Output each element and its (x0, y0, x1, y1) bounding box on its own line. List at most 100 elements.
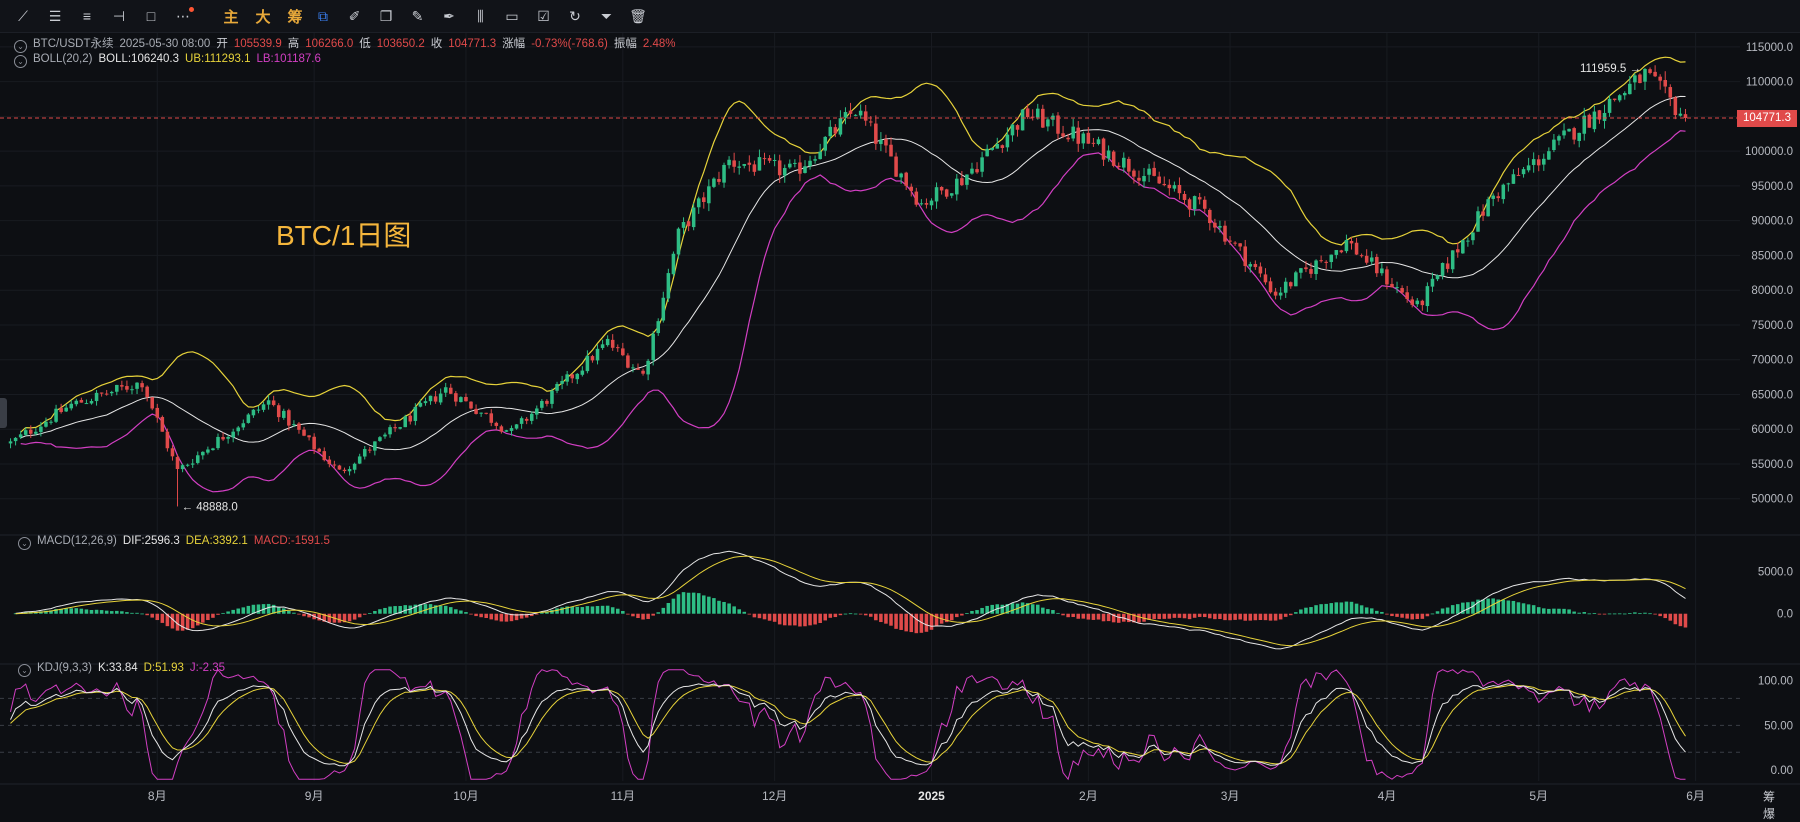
macd-histogram-bar (1440, 608, 1445, 614)
rectangle-icon[interactable]: □ (146, 8, 156, 24)
macd-histogram-bar (1380, 611, 1384, 614)
candle-body (261, 404, 266, 410)
macd-histogram-bar (944, 613, 949, 623)
candle-body (1633, 75, 1637, 83)
indicator-button-2[interactable]: 大 (255, 8, 271, 26)
kdj-j-line (10, 668, 1686, 781)
macd-histogram-bar (459, 610, 463, 614)
macd-histogram-bar (767, 613, 772, 621)
macd-histogram-bar (246, 605, 251, 614)
candle-body (1137, 177, 1141, 181)
trash-icon[interactable]: 🗑 (629, 7, 647, 24)
edit-list-icon[interactable]: ☑ (537, 7, 550, 24)
candle-body (362, 449, 367, 457)
compare-icon[interactable]: ⫼ (477, 7, 484, 24)
left-panel-handle[interactable] (0, 398, 7, 428)
macd-histogram-bar (762, 613, 767, 620)
macd-name[interactable]: MACD(12,26,9) (37, 535, 117, 547)
collapse-toggle-icon[interactable]: ⌄ (18, 664, 31, 677)
candle-body (423, 401, 428, 404)
more-icon[interactable]: ⋯ (172, 6, 194, 26)
candle-body (160, 416, 165, 432)
kdj-legend: ⌄ KDJ(9,3,3) K:33.84 D:51.93 J:-2.35 (18, 662, 231, 677)
macd-histogram-bar (610, 607, 615, 614)
clipboard-icon[interactable]: ▭ (505, 7, 519, 24)
candle-body (1273, 291, 1278, 296)
candle-body (712, 178, 716, 187)
symbol-label: BTC/USDT永续 (33, 38, 114, 50)
macd-dea-line (15, 555, 1686, 647)
ruler-icon[interactable]: ✎ (411, 7, 424, 24)
macd-histogram-bar (342, 613, 347, 623)
macd-histogram-bar (1597, 613, 1602, 615)
collapse-toggle-icon[interactable]: ⌄ (14, 40, 27, 53)
corner-button-2[interactable]: 爆 (1763, 807, 1776, 821)
horizontal-lines-icon[interactable]: ☰ (48, 7, 62, 24)
macd-histogram-bar (1673, 613, 1678, 625)
candle-body (894, 156, 898, 177)
filter-icon[interactable]: ⏷ (600, 7, 613, 24)
macd-histogram-bar (1390, 613, 1394, 617)
trend-line-icon[interactable]: ⟋ (18, 7, 28, 24)
horizontal-ray-icon[interactable]: ⊣ (112, 7, 126, 24)
candle-body (1521, 169, 1526, 175)
boll-name[interactable]: BOLL(20,2) (33, 53, 93, 65)
candle-body (1380, 268, 1384, 274)
kdj-name[interactable]: KDJ(9,3,3) (37, 662, 92, 674)
candle-body (747, 162, 752, 165)
candle-body (59, 408, 63, 413)
amp-value: 2.48% (642, 38, 676, 50)
boll-upper-band (20, 56, 1686, 433)
layers-icon[interactable]: ❐ (379, 7, 393, 24)
corner-button-1[interactable]: 筹 (1763, 790, 1776, 804)
pen-icon[interactable]: ✒ (443, 7, 455, 24)
candle-body (1339, 250, 1344, 253)
magnet-icon[interactable]: ✐ (348, 7, 361, 24)
candle-body (575, 373, 580, 380)
screenshot-icon[interactable]: ⧉ (318, 7, 328, 24)
high-annotation: 111959.5 → (1580, 63, 1641, 75)
candle-body (170, 448, 175, 457)
collapse-toggle-icon[interactable]: ⌄ (14, 55, 27, 68)
candle-body (418, 402, 423, 407)
indicator-button-3[interactable]: 筹 (287, 8, 303, 26)
candle-body (1496, 196, 1501, 199)
macd-histogram-bar (1536, 607, 1541, 614)
time-axis-label: 3月 (1221, 789, 1240, 803)
macd-histogram-bar (74, 608, 79, 614)
candle-body (1294, 272, 1298, 287)
macd-histogram-bar (535, 613, 539, 615)
candle-body (782, 168, 787, 176)
refresh-icon[interactable]: ↻ (569, 7, 581, 24)
macd-histogram-bar (894, 613, 898, 629)
candle-body (580, 370, 585, 375)
chart-canvas: 115000.0110000.0105000.0100000.095000.09… (0, 33, 1800, 803)
indicator-button-1[interactable]: 主 (223, 8, 239, 26)
candle-body (1157, 176, 1161, 184)
macd-histogram-bar (1294, 612, 1298, 614)
macd-histogram-bar (79, 608, 84, 614)
macd-histogram-bar (929, 613, 934, 630)
macd-histogram-bar (307, 613, 311, 618)
macd-histogram-bar (49, 610, 53, 614)
macd-histogram-bar (104, 610, 109, 614)
collapse-toggle-icon[interactable]: ⌄ (18, 537, 31, 550)
candle-body (823, 136, 827, 151)
macd-histogram-bar (211, 613, 215, 618)
macd-histogram-bar (712, 598, 716, 614)
kdj-axis-label: 100.00 (1758, 675, 1793, 687)
macd-histogram-bar (641, 613, 645, 620)
candle-body (459, 397, 463, 403)
low-label: 低 (359, 38, 371, 50)
parallel-channel-icon[interactable]: ≡ (82, 8, 92, 24)
macd-histogram-bar (302, 613, 306, 617)
candle-body (1086, 132, 1091, 144)
candle-body (1253, 263, 1258, 268)
price-axis-label: 70000.0 (1751, 355, 1793, 367)
macd-histogram-bar (1516, 602, 1521, 614)
macd-histogram-bar (600, 605, 605, 614)
macd-histogram-bar (1111, 613, 1116, 623)
macd-histogram-bar (1208, 613, 1212, 619)
bottom-right-buttons: 筹爆 (1763, 788, 1800, 822)
candle-body (99, 392, 104, 394)
